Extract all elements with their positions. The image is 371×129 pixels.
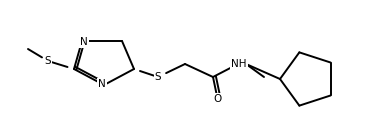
Text: NH: NH bbox=[231, 59, 247, 69]
Text: N: N bbox=[80, 37, 88, 47]
Text: S: S bbox=[45, 56, 51, 66]
Text: S: S bbox=[155, 72, 161, 82]
Text: O: O bbox=[214, 94, 222, 104]
Text: N: N bbox=[98, 79, 106, 89]
